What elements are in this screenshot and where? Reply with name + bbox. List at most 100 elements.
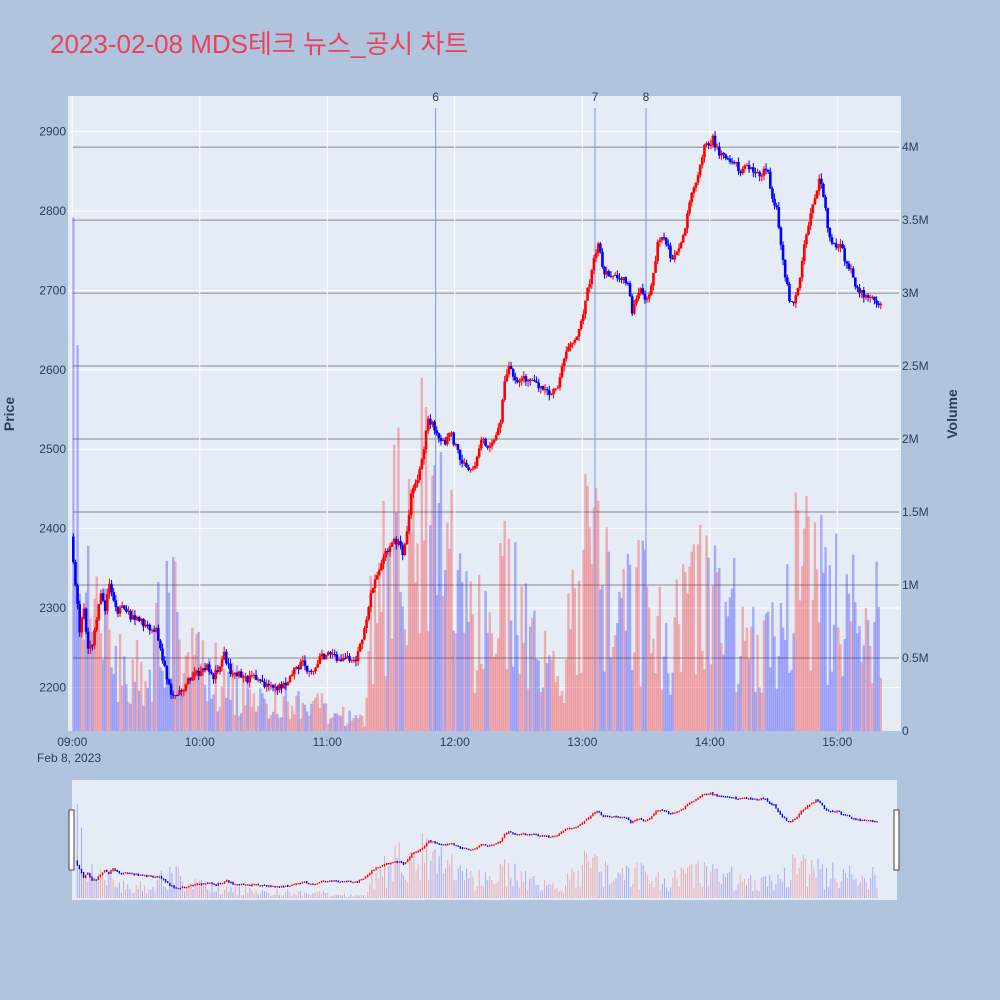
slider-candle (657, 810, 659, 812)
slider-volume-bar (851, 874, 853, 898)
slider-volume-bar (762, 876, 764, 898)
candle-body (197, 670, 200, 677)
slider-volume-bar (270, 895, 272, 898)
slider-volume-bar (573, 871, 575, 898)
candlestick (140, 618, 143, 625)
slider-candle (217, 882, 219, 886)
volume-bar (125, 684, 128, 731)
slider-candle (710, 792, 712, 795)
candle-body (310, 670, 313, 672)
slider-candle (819, 800, 821, 804)
candlestick (433, 419, 436, 435)
slider-volume-bar (756, 890, 758, 898)
slider-volume-bar (291, 895, 293, 898)
slider-volume-bar (501, 866, 503, 898)
candlestick (112, 588, 115, 602)
volume-bar (142, 705, 145, 731)
volume-bar (454, 633, 458, 731)
candlestick (843, 245, 846, 266)
candlestick (830, 234, 834, 246)
candle-body (783, 259, 787, 278)
volume-bar (800, 565, 804, 731)
slider-candle (655, 810, 657, 815)
candle-body (854, 277, 857, 287)
candlestick (705, 141, 708, 147)
range-slider[interactable] (72, 780, 897, 900)
slider-volume-bar (320, 893, 322, 898)
candle-body (129, 610, 132, 620)
candle-body (633, 303, 636, 314)
slider-candle (240, 883, 243, 886)
slider-candle (428, 840, 430, 844)
candlestick (560, 363, 564, 379)
range-slider-left-handle[interactable] (68, 809, 75, 871)
slider-candle (480, 843, 483, 847)
volume-bar (137, 690, 141, 731)
candlestick (654, 255, 657, 274)
slider-volume-bar (375, 872, 377, 898)
candlestick (741, 166, 744, 175)
slider-candle (564, 828, 567, 832)
candle-body (624, 277, 628, 283)
slider-candle (697, 797, 699, 800)
x-tick-label: 12:00 (440, 735, 470, 749)
volume-bar (775, 688, 778, 731)
slider-candle (522, 832, 525, 835)
candlestick (416, 474, 419, 488)
slider-volume-bar (792, 854, 794, 898)
volume-bar (354, 715, 358, 731)
slider-candle (684, 805, 687, 810)
candle-body (749, 167, 753, 170)
slider-volume-bar (377, 878, 379, 898)
candlestick (845, 260, 849, 269)
candle-body (246, 676, 249, 683)
slider-candle (872, 820, 874, 823)
volume-bar (120, 685, 124, 731)
volume-bar (335, 713, 339, 731)
candle-body (628, 283, 632, 297)
slider-candle (623, 816, 626, 819)
volume-bar (480, 663, 483, 731)
slider-volume-bar (861, 875, 863, 898)
slider-candle (129, 872, 131, 875)
slider-volume-bar (712, 864, 714, 898)
candle-body (703, 144, 706, 158)
candlestick (248, 670, 251, 688)
slider-candle (876, 820, 878, 823)
candlestick (463, 458, 466, 467)
candlestick (174, 694, 177, 700)
candle-body (777, 207, 781, 228)
slider-candle (398, 861, 400, 863)
candle-body (650, 285, 653, 295)
candle-body (730, 161, 734, 163)
y-tick-label: 2600 (39, 363, 66, 377)
candle-body (701, 157, 704, 165)
slider-volume-bar (116, 887, 118, 898)
slider-candle (459, 846, 461, 849)
slider-volume-bar (312, 893, 314, 898)
slider-volume-bar (327, 892, 329, 898)
candle-body (154, 627, 158, 632)
candle-body (371, 588, 375, 594)
slider-candle (434, 841, 436, 844)
slider-candle (834, 811, 836, 813)
slider-volume-bar (316, 891, 318, 898)
volume-bar (824, 547, 827, 731)
volume-bar (303, 704, 307, 731)
candlestick (732, 160, 736, 165)
volume-bar (448, 548, 451, 731)
candle-body (760, 175, 764, 177)
candle-body (471, 468, 475, 470)
candle-body (127, 610, 130, 612)
slider-candle (183, 886, 186, 889)
range-slider-right-handle[interactable] (893, 809, 900, 871)
candle-body (788, 284, 791, 302)
slider-candle (566, 828, 569, 830)
slider-candle (571, 827, 573, 830)
slider-volume-bar (733, 890, 735, 898)
volume-bar (407, 478, 411, 731)
candlestick (314, 666, 317, 674)
candlestick (127, 606, 130, 615)
y-tick-label: 2300 (39, 601, 66, 615)
candlestick (201, 667, 205, 676)
